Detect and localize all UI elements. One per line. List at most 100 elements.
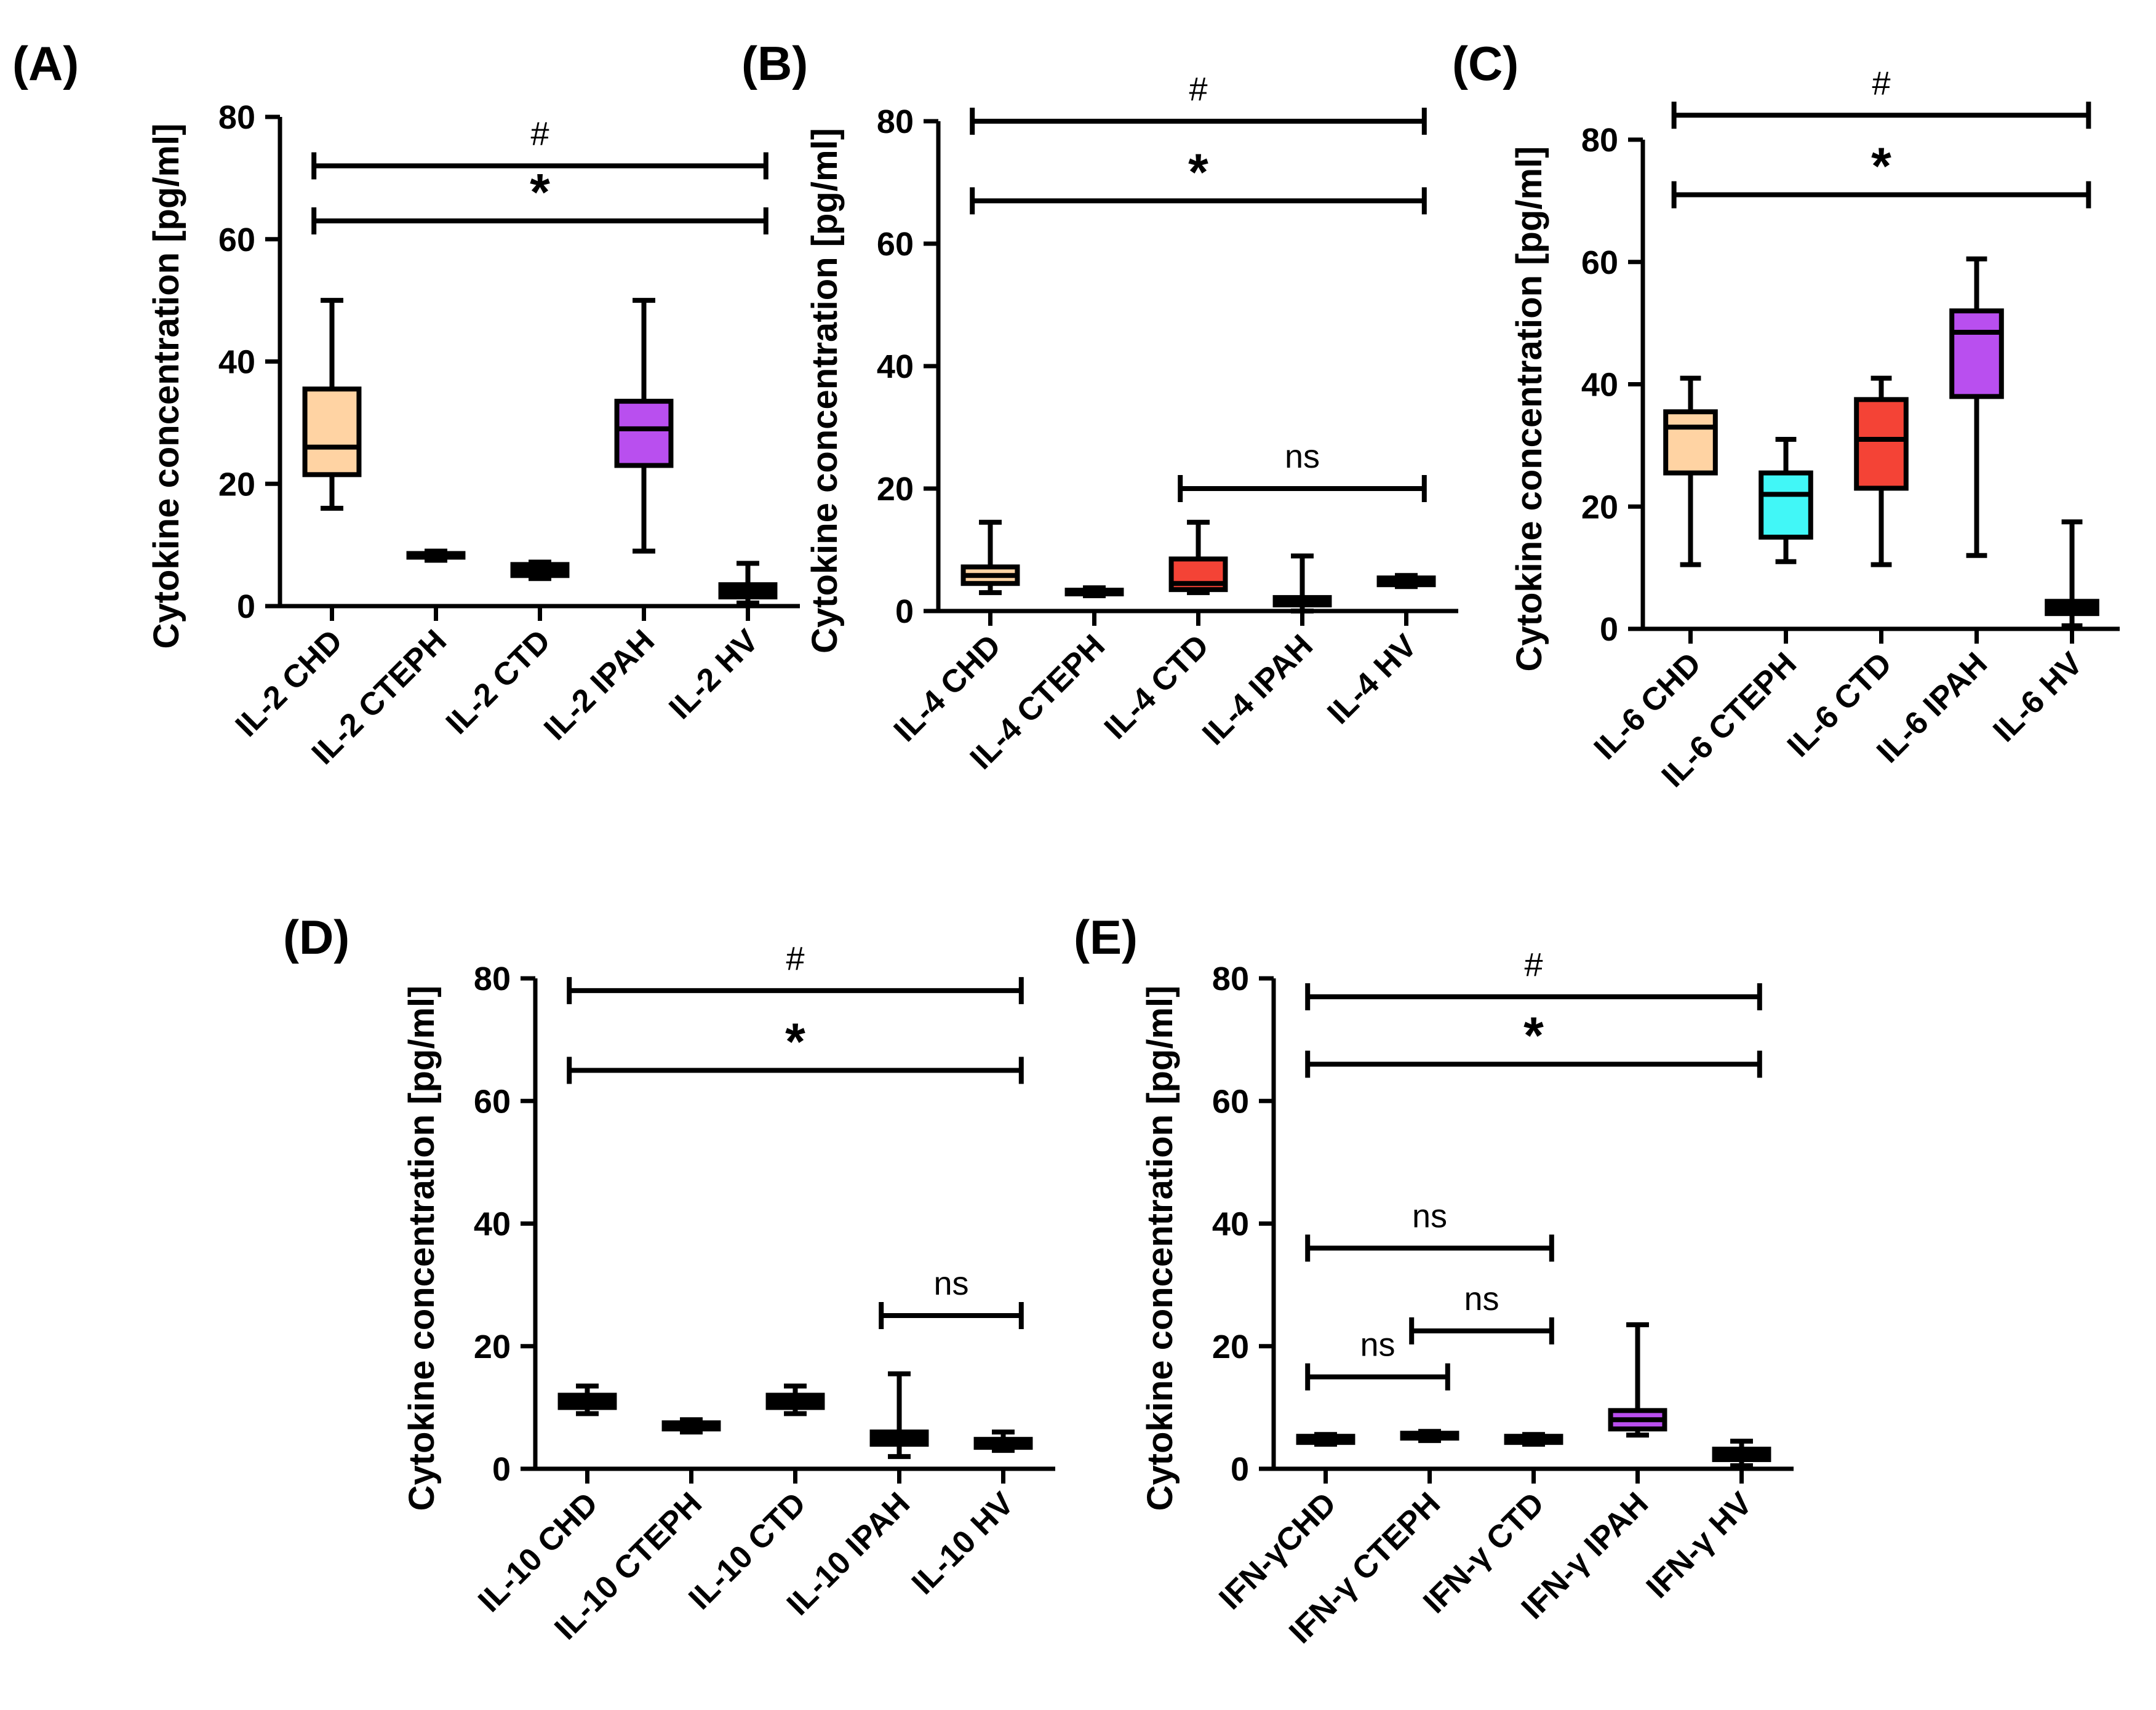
y-axis-title: Cytokine concentration [pg/ml] <box>402 986 442 1511</box>
y-tick-label: 0 <box>1600 611 1618 648</box>
y-tick-label: 20 <box>218 466 255 503</box>
panel-3: (C) 0 20 40 60 80 Cytokine concentration [pg/m… <box>1452 36 2120 794</box>
box-3 <box>765 1383 825 1416</box>
bracket-label: # <box>1872 65 1890 102</box>
box-2 <box>1759 436 1813 564</box>
y-tick-label: 20 <box>1581 489 1618 525</box>
box-4 <box>1608 1322 1667 1438</box>
y-tick-label: 20 <box>877 471 914 508</box>
y-tick-label: 80 <box>1581 122 1618 159</box>
bracket-label: ns <box>1285 438 1320 475</box>
box-5 <box>973 1429 1033 1453</box>
y-tick-label: 60 <box>877 226 914 263</box>
box-4 <box>1272 553 1332 613</box>
category-label: IL-10 HV <box>905 1485 1021 1601</box>
box-5 <box>2045 519 2099 629</box>
panel-2: (B) 0 20 40 60 80 Cytokine concentration [pg/m… <box>741 36 1458 777</box>
box-1 <box>557 1383 617 1416</box>
iqr-box <box>302 386 362 477</box>
significance-bracket: ns <box>1305 1327 1450 1391</box>
y-axis-title: Cytokine concentration [pg/ml] <box>805 128 845 653</box>
box-3 <box>1168 519 1228 596</box>
y-tick-label: 0 <box>895 593 914 630</box>
y-tick-label: 60 <box>218 222 255 258</box>
panel-label: (C) <box>1452 36 1519 90</box>
y-axis-title: Cytokine concentration [pg/ml] <box>1140 986 1180 1511</box>
box-2 <box>1064 585 1124 599</box>
box-4 <box>869 1371 929 1460</box>
category-label: IL-6 HV <box>1986 645 2090 749</box>
y-tick-label: 40 <box>877 348 914 385</box>
y-tick-label: 40 <box>1581 367 1618 404</box>
significance-bracket: # <box>311 116 769 180</box>
box-1 <box>1663 375 1718 567</box>
y-tick-label: 0 <box>237 588 255 625</box>
bracket-label: ns <box>1360 1327 1395 1364</box>
box-3 <box>1504 1432 1563 1447</box>
y-tick-label: 80 <box>1212 961 1249 997</box>
y-tick-label: 60 <box>1212 1083 1249 1120</box>
significance-bracket: ns <box>1305 1197 1554 1262</box>
significance-bracket: # <box>1305 946 1762 1010</box>
bracket-label: # <box>530 116 549 153</box>
panel-1: (A) 0 20 40 60 80 Cytokine concentration [pg/m… <box>12 36 800 772</box>
significance-bracket: * <box>1305 1006 1762 1078</box>
y-tick-label: 80 <box>877 103 914 140</box>
y-tick-label: 20 <box>1212 1328 1249 1365</box>
bracket-label: ns <box>1464 1281 1499 1317</box>
significance-bracket: ns <box>1178 438 1427 502</box>
panel-4: (D) 0 20 40 60 80 Cytokine concentration [pg/m… <box>283 910 1055 1647</box>
bracket-label: # <box>1189 71 1207 108</box>
box-4 <box>614 298 674 554</box>
box-3 <box>510 559 570 581</box>
y-tick-label: 40 <box>1212 1206 1249 1243</box>
significance-bracket: # <box>1671 65 2091 129</box>
significance-bracket: ns <box>879 1265 1024 1329</box>
significance-bracket: ns <box>1409 1281 1554 1344</box>
category-label: IL-2 HV <box>662 623 765 726</box>
category-label: IFN-γ HV <box>1640 1485 1759 1605</box>
y-tick-label: 80 <box>218 99 255 136</box>
category-label: IL-4 IPAH <box>1196 628 1320 752</box>
panel-label: (B) <box>741 36 808 90</box>
box-2 <box>661 1417 721 1435</box>
significance-bracket: * <box>311 163 769 234</box>
bracket-label: * <box>530 163 550 221</box>
y-tick-label: 80 <box>474 961 511 997</box>
box-2 <box>406 548 466 563</box>
bracket-label: * <box>1188 143 1208 201</box>
bracket-label: ns <box>1412 1197 1447 1234</box>
box-3 <box>1854 375 1909 567</box>
iqr-box <box>1854 397 1909 491</box>
box-1 <box>1296 1432 1355 1447</box>
box-4 <box>1949 256 2004 558</box>
box-5 <box>1712 1439 1771 1469</box>
iqr-box <box>1949 308 2004 399</box>
y-tick-label: 60 <box>1581 244 1618 281</box>
bracket-label: # <box>786 940 804 977</box>
bracket-label: # <box>1524 946 1543 983</box>
panel-label: (D) <box>283 910 349 964</box>
box-2 <box>1400 1429 1459 1444</box>
box-5 <box>718 561 778 606</box>
iqr-box <box>1663 409 1718 476</box>
panel-label: (E) <box>1074 910 1138 964</box>
y-tick-label: 40 <box>218 344 255 381</box>
y-tick-label: 20 <box>474 1328 511 1365</box>
significance-bracket: * <box>567 1012 1024 1084</box>
bracket-label: * <box>1871 137 1891 194</box>
box-1 <box>960 519 1020 596</box>
box-1 <box>302 298 362 511</box>
iqr-box <box>1759 470 1813 540</box>
panel-5: (E) 0 20 40 60 80 Cytokine concentration [pg/m… <box>1074 910 1794 1650</box>
y-axis-title: Cytokine concentration [pg/ml] <box>146 124 186 649</box>
y-tick-label: 0 <box>1231 1451 1249 1488</box>
category-label: IL-4 HV <box>1320 628 1424 731</box>
box-5 <box>1376 573 1436 589</box>
bracket-label: ns <box>933 1265 968 1302</box>
y-tick-label: 60 <box>474 1083 511 1120</box>
category-label: IL-2 IPAH <box>537 623 661 747</box>
panel-label: (A) <box>12 36 79 90</box>
